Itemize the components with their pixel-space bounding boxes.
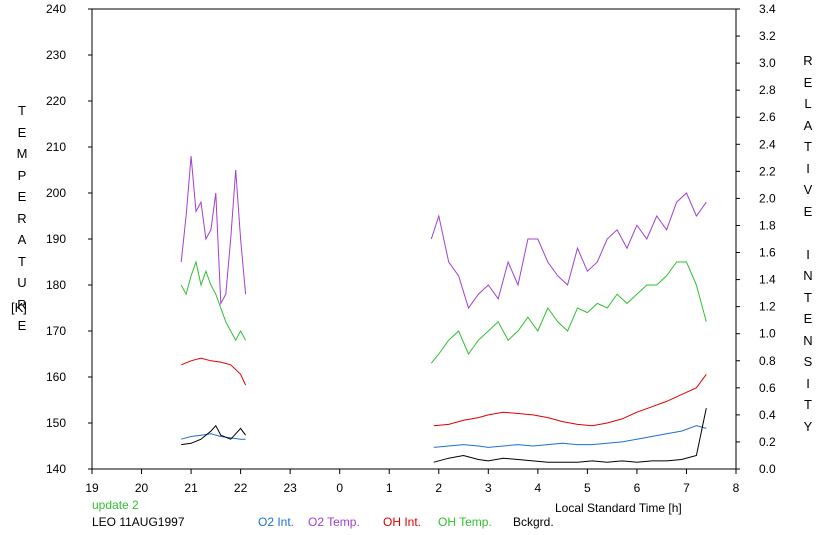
left-tick-label: 240 (46, 2, 66, 16)
series-layer (180, 156, 707, 463)
left-axis-unit: [K] (11, 300, 27, 315)
right-tick-label: 1.8 (759, 218, 776, 232)
status-text: update 2 (92, 498, 139, 512)
legend-entry: Bckgrd. (513, 515, 554, 529)
left-tick-label: 180 (46, 278, 66, 292)
x-tick-label: 2 (435, 481, 442, 495)
x-tick-label: 22 (234, 481, 248, 495)
legend-entry: O2 Int. (258, 515, 295, 529)
left-tick-label: 230 (46, 48, 66, 62)
right-tick-label: 2.6 (759, 110, 776, 124)
right-tick-label: 1.4 (759, 273, 776, 287)
series-line-oh-temp (180, 260, 707, 364)
right-tick-label: 0.6 (759, 381, 776, 395)
x-tick-label: 20 (135, 481, 149, 495)
axes-layer: 1401501601701801902002102202302400.00.20… (46, 2, 776, 495)
series-line-o2-temp (180, 156, 707, 310)
right-tick-label: 0.4 (759, 408, 776, 422)
right-tick-label: 3.2 (759, 29, 776, 43)
left-tick-label: 170 (46, 324, 66, 338)
right-tick-label: 1.0 (759, 327, 776, 341)
series-line-oh-int (181, 357, 707, 427)
series-line-o2-int (181, 425, 707, 448)
legend-entry: OH Int. (383, 515, 422, 529)
right-tick-label: 0.8 (759, 354, 776, 368)
x-tick-label: 8 (733, 481, 740, 495)
left-tick-label: 160 (46, 370, 66, 384)
right-tick-label: 3.4 (759, 2, 776, 16)
right-tick-label: 2.0 (759, 191, 776, 205)
x-tick-label: 7 (683, 481, 690, 495)
x-tick-label: 0 (336, 481, 343, 495)
x-tick-label: 4 (535, 481, 542, 495)
right-tick-label: 0.2 (759, 435, 776, 449)
right-tick-label: 2.8 (759, 83, 776, 97)
x-tick-label: 5 (584, 481, 591, 495)
x-axis-label: Local Standard Time [h] (555, 501, 682, 515)
x-tick-label: 23 (283, 481, 297, 495)
legend-entry: O2 Temp. (308, 515, 360, 529)
x-tick-label: 1 (386, 481, 393, 495)
series-line-bckgrd (181, 407, 707, 463)
x-tick-label: 19 (85, 481, 99, 495)
left-tick-label: 220 (46, 94, 66, 108)
right-tick-label: 2.2 (759, 164, 776, 178)
right-tick-label: 2.4 (759, 137, 776, 151)
right-tick-label: 3.0 (759, 56, 776, 70)
left-tick-label: 140 (46, 462, 66, 476)
x-tick-label: 3 (485, 481, 492, 495)
right-tick-label: 1.2 (759, 300, 776, 314)
plot-frame (91, 8, 737, 470)
left-tick-label: 200 (46, 186, 66, 200)
right-tick-label: 0.0 (759, 462, 776, 476)
legend-entry: OH Temp. (438, 515, 492, 529)
station-date-text: LEO 11AUG1997 (92, 515, 185, 529)
x-tick-label: 21 (184, 481, 198, 495)
left-tick-label: 190 (46, 232, 66, 246)
left-tick-label: 150 (46, 416, 66, 430)
right-tick-label: 1.6 (759, 246, 776, 260)
x-tick-label: 6 (634, 481, 641, 495)
left-tick-label: 210 (46, 140, 66, 154)
